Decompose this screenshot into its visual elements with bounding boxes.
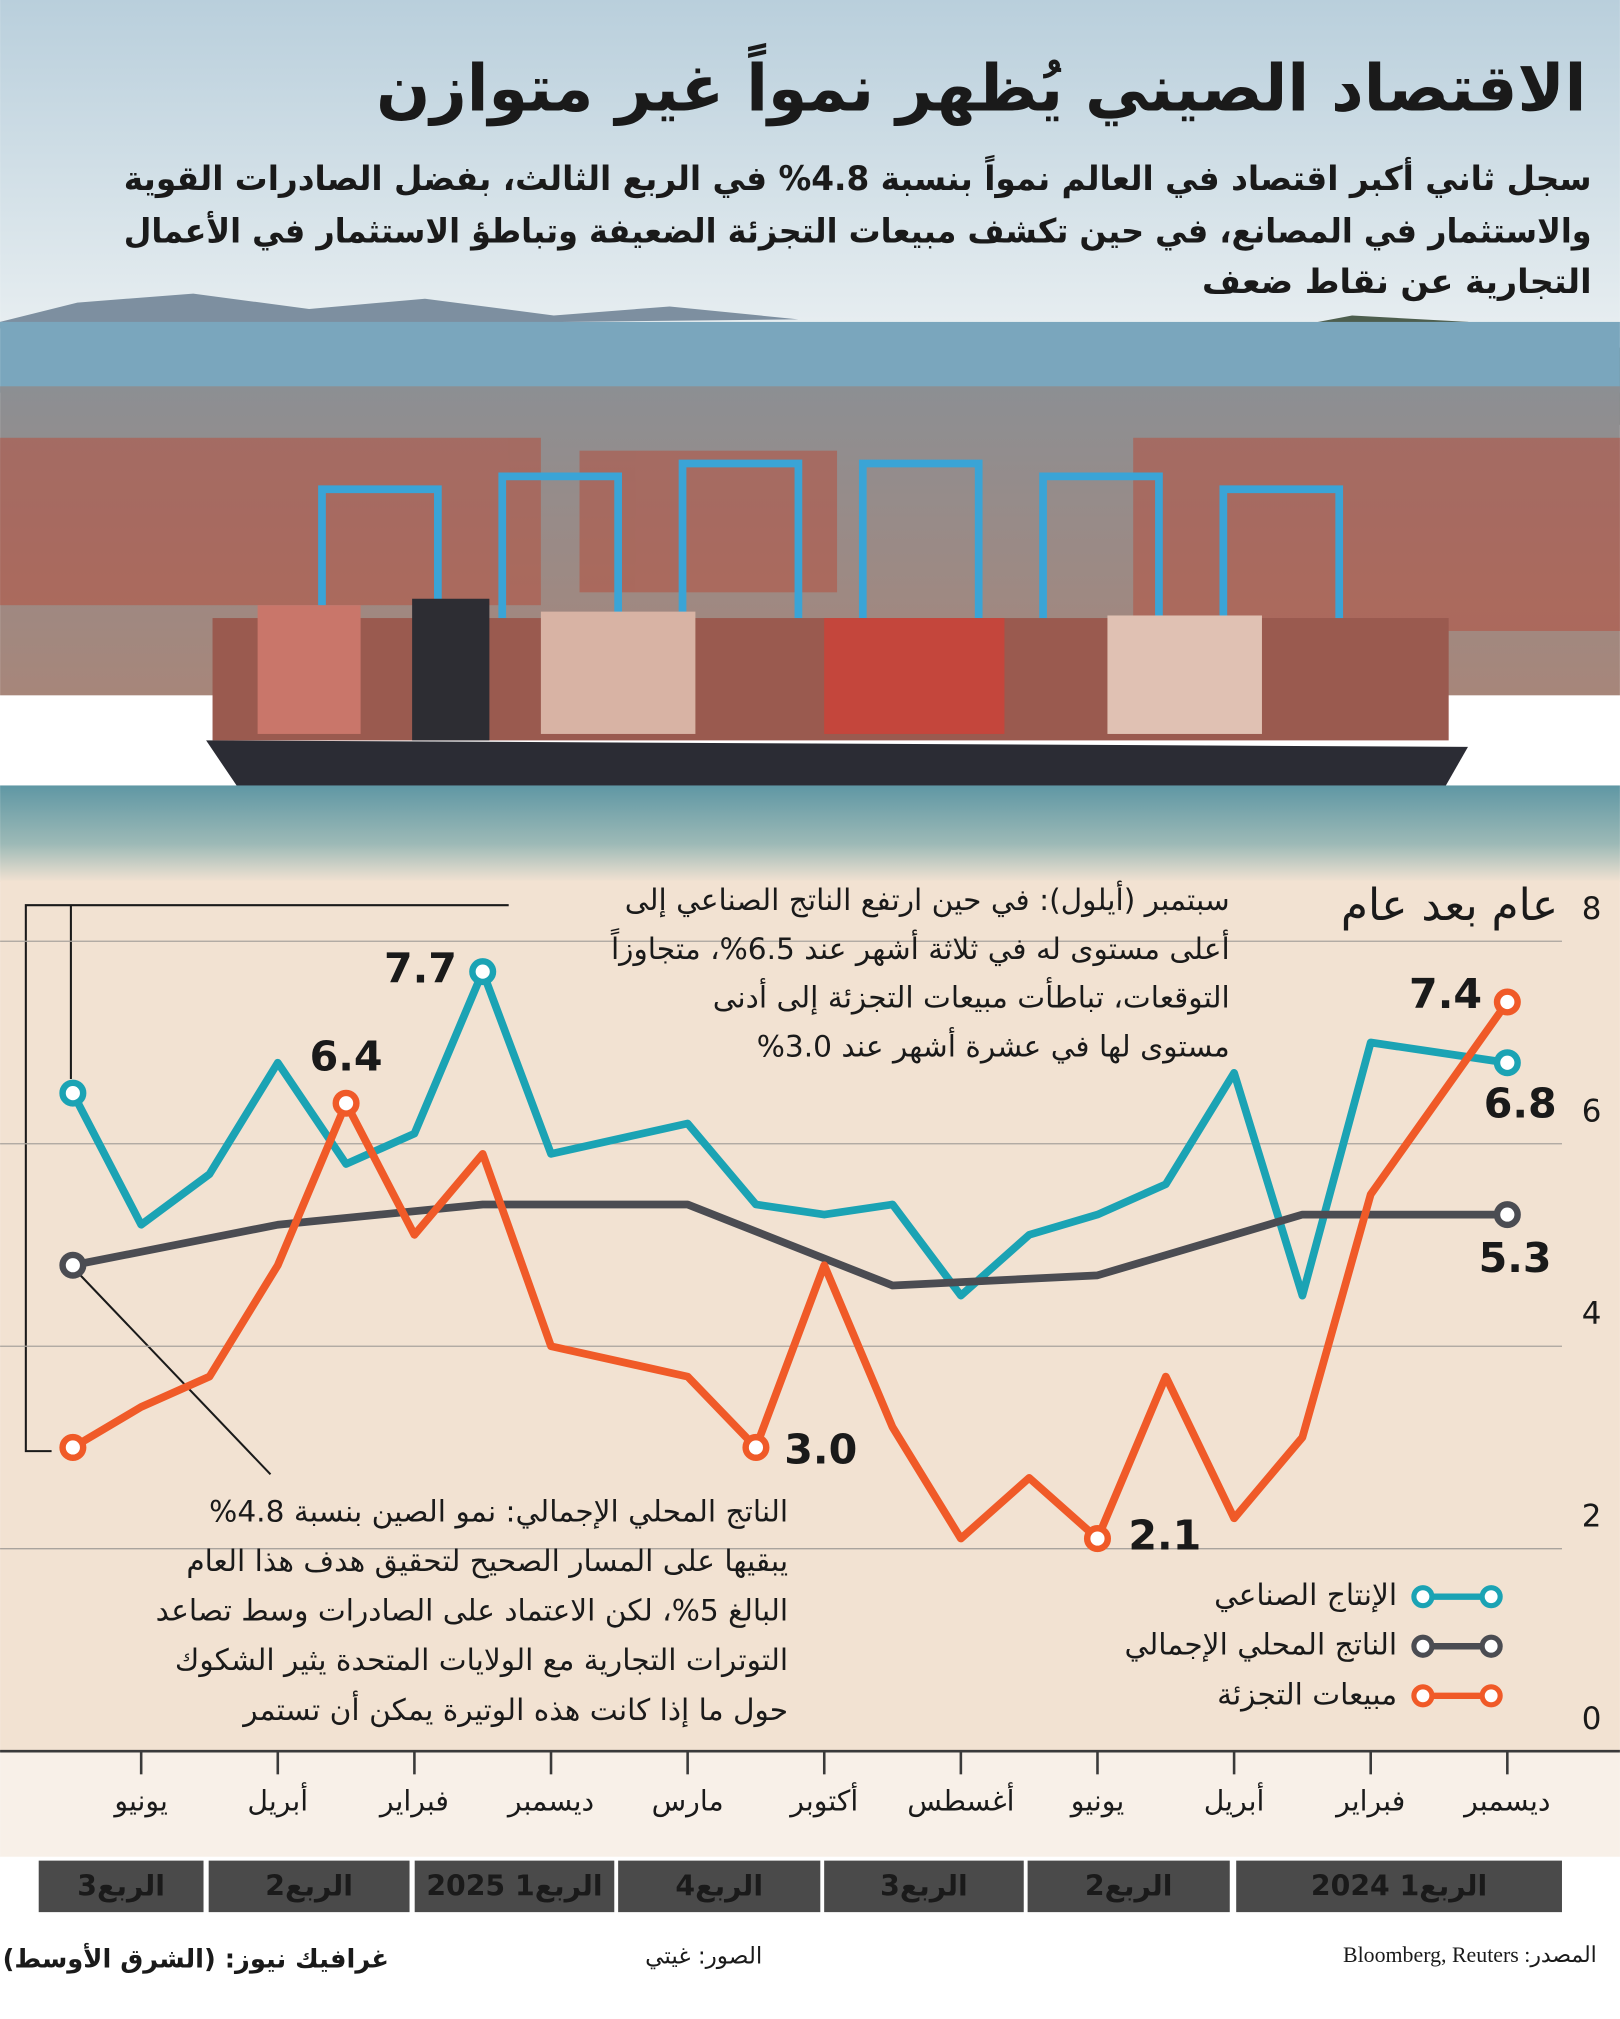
quarter-label: الربع4 [675,1870,763,1903]
value-label: 6.4 [310,1032,383,1080]
value-label: 2.1 [1128,1512,1201,1560]
x-tick-label: ديسمبر [506,1785,594,1818]
y-tick-label: 4 [1582,1296,1602,1332]
annotation-line: البالغ 5%، لكن الاعتماد على الصادرات وسط… [156,1594,788,1629]
series-line [69,1200,1512,1290]
legend-label: الإنتاج الصناعي [1214,1578,1397,1613]
photo [0,0,1620,883]
legend-label: مبيعات التجزئة [1217,1677,1397,1711]
legend-label: الناتج المحلي الإجمالي [1125,1628,1398,1663]
y-tick-label: 8 [1582,891,1602,927]
x-tick-label: يونيو [112,1785,168,1818]
subtitle-line: التجارية عن نقاط ضعف [1202,262,1592,302]
quarter-label: الربع1 2024 [1311,1870,1487,1903]
x-tick-label: فبراير [1334,1785,1405,1818]
chart-background [0,880,1620,1752]
x-tick-label: ديسمبر [1462,1785,1550,1818]
point-marker [1493,988,1521,1016]
annotation-line: سبتمبر (أيلول): في حين ارتفع الناتج الصن… [625,880,1230,918]
value-label: 6.8 [1484,1080,1557,1128]
annotation-line: مستوى لها في عشرة أشهر عند 3.0% [757,1027,1230,1065]
annotation-line: التوترات التجارية مع الولايات المتحدة يث… [175,1643,788,1678]
x-axis-band [0,1751,1620,1857]
ship-cargo [212,598,1449,741]
legend-marker [1479,1585,1503,1609]
quarter-band [824,1860,1024,1913]
title: الاقتصاد الصيني يُظهر نمواً غير متوازن [376,42,1586,126]
quarter-label: الربع3 [77,1870,165,1903]
x-tick-label: فبراير [378,1785,449,1818]
legend-marker [1411,1585,1435,1609]
y-tick-label: 6 [1582,1093,1602,1129]
quarter-label: الربع2 [1085,1870,1173,1903]
value-label: 7.4 [1409,970,1482,1018]
x-tick-label: أبريل [1204,1782,1265,1818]
point-marker [1083,1525,1112,1553]
series-line [69,967,1512,1300]
point-marker [59,1251,87,1279]
photo-credit: الصور: غيتي [645,1943,762,1970]
annotation-line: التوقعات، تباطأت مبيعات التجزئة إلى أدنى [713,977,1230,1016]
subtitle-line: سجل ثاني أكبر اقتصاد في العالم نمواً بنس… [124,154,1592,198]
point-marker [1493,1201,1521,1229]
x-tick-label: أغسطس [907,1782,1014,1818]
quarter-band [414,1860,615,1913]
point-marker [332,1089,360,1117]
point-marker [59,1079,87,1107]
graphic-credit: غرافيك نيوز: (الشرق الأوسط) [3,1942,389,1974]
annotation-line: الناتج المحلي الإجمالي: نمو الصين بنسبة … [209,1494,788,1529]
legend-marker [1479,1634,1503,1658]
annotation-line: أعلى مستوى له في ثلاثة أشهر عند 6.5%، مت… [611,927,1230,967]
point-marker [469,958,497,986]
legend-marker [1411,1684,1435,1708]
y-tick-label: 0 [1582,1701,1602,1737]
x-tick-label: مارس [652,1785,724,1818]
quarter-label: الربع1 2025 [426,1870,602,1903]
quarter-band [208,1860,410,1913]
annotation-line: يبقيها على المسار الصحيح لتحقيق هدف هذا … [186,1544,788,1579]
x-tick-label: يونيو [1069,1785,1125,1818]
quarter-label: الربع2 [265,1870,353,1903]
value-label: 5.3 [1479,1234,1552,1282]
source: المصدر: Bloomberg, Reuters [1343,1943,1597,1968]
point-marker [1493,1049,1521,1077]
leader-lines [24,904,509,1476]
value-label: 7.7 [384,945,457,993]
annotation-line: حول ما إذا كانت هذه الوتيرة يمكن أن تستم… [241,1690,788,1728]
quarter-band [618,1860,821,1913]
quarter-band [1236,1860,1562,1913]
value-label: 3.0 [784,1426,857,1474]
point-marker [59,1433,87,1461]
subtitle-line: والاستثمار في المصانع، في حين تكشف مبيعا… [124,210,1592,252]
quarter-band [1027,1860,1230,1913]
quarter-label: الربع3 [880,1870,968,1903]
point-marker [742,1433,770,1461]
x-tick-label: أبريل [247,1782,308,1818]
x-tick-label: أكتوبر [788,1782,858,1818]
series-line [69,998,1512,1543]
legend-marker [1479,1684,1503,1708]
y-axis-label: عام بعد عام [1341,880,1558,931]
quarter-band [38,1860,204,1913]
y-tick-label: 2 [1582,1498,1602,1534]
legend-marker [1411,1634,1435,1658]
